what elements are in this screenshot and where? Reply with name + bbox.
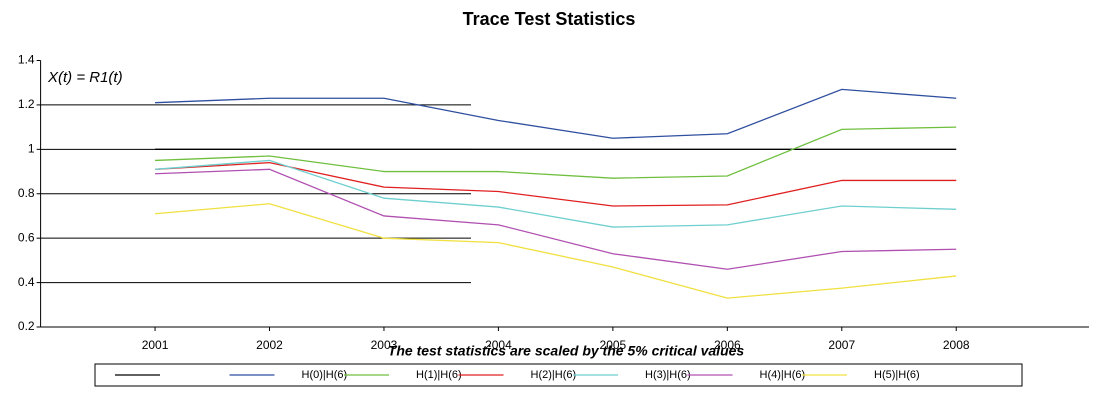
x-tick-label: 2006 bbox=[714, 338, 741, 352]
y-tick-label: 0.4 bbox=[18, 275, 35, 289]
series-line bbox=[155, 126, 957, 179]
x-axis-label: The test statistics are scaled by the 5%… bbox=[388, 343, 745, 359]
x-tick-label: 2007 bbox=[828, 338, 855, 352]
legend-label: H(1)|H(6) bbox=[416, 369, 462, 381]
annotation: X(t) = R1(t) bbox=[47, 69, 123, 86]
legend-box bbox=[94, 363, 1023, 387]
x-tick-label: 2005 bbox=[600, 338, 627, 352]
y-tick-label: 1 bbox=[28, 142, 35, 156]
legend-label: H(5)|H(6) bbox=[874, 369, 920, 381]
x-tick-label: 2002 bbox=[256, 338, 283, 352]
legend-label: H(4)|H(6) bbox=[760, 369, 806, 381]
y-tick-label: 0.6 bbox=[18, 230, 35, 244]
chart-title: Trace Test Statistics bbox=[463, 9, 636, 29]
y-tick-label: 1.4 bbox=[18, 53, 35, 67]
series-line bbox=[154, 203, 957, 299]
series-line bbox=[155, 162, 957, 207]
series-line bbox=[155, 88, 957, 139]
x-tick-label: 2001 bbox=[142, 338, 169, 352]
y-tick-label: 0.2 bbox=[18, 319, 35, 333]
y-tick-label: 0.8 bbox=[18, 186, 35, 200]
series-line bbox=[155, 168, 957, 270]
legend-label: H(3)|H(6) bbox=[645, 369, 691, 381]
legend-label: H(0)|H(6) bbox=[302, 369, 348, 381]
y-tick-label: 1.2 bbox=[18, 97, 35, 111]
x-tick-label: 2003 bbox=[371, 338, 398, 352]
x-tick-label: 2008 bbox=[943, 338, 970, 352]
legend-label: H(2)|H(6) bbox=[531, 369, 577, 381]
series-line bbox=[155, 159, 957, 228]
x-tick-label: 2004 bbox=[485, 338, 512, 352]
